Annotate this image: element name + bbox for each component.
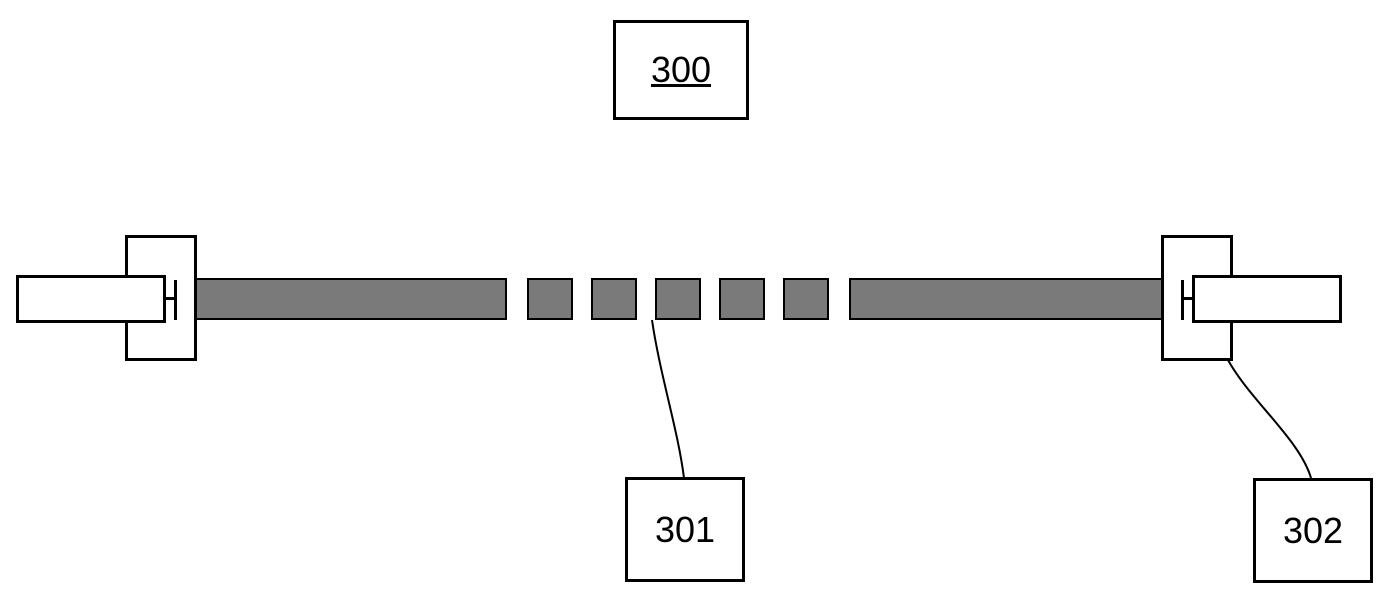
- label-300-text: 300: [651, 49, 711, 91]
- right-terminal-horizontal-bar: [1192, 275, 1342, 323]
- band-segment: [527, 278, 573, 320]
- label-300-box: 300: [613, 20, 749, 120]
- band-segment: [591, 278, 637, 320]
- left-terminal-horizontal-bar: [16, 275, 166, 323]
- label-301-box: 301: [625, 477, 745, 582]
- left-terminal-pin-cap: [174, 280, 177, 320]
- label-302-box: 302: [1253, 478, 1373, 583]
- label-301-text: 301: [655, 509, 715, 551]
- band-segment: [849, 278, 1183, 320]
- right-terminal-pin-stem: [1183, 297, 1192, 300]
- leader-301: [652, 320, 684, 478]
- band-segment: [173, 278, 507, 320]
- band-segment: [783, 278, 829, 320]
- right-terminal-pin-cap: [1181, 280, 1184, 320]
- band-segment: [719, 278, 765, 320]
- label-302-text: 302: [1283, 510, 1343, 552]
- figure-canvas: { "canvas": { "width": 1383, "height": 6…: [0, 0, 1383, 611]
- band-segment: [655, 278, 701, 320]
- leader-302: [1228, 360, 1311, 478]
